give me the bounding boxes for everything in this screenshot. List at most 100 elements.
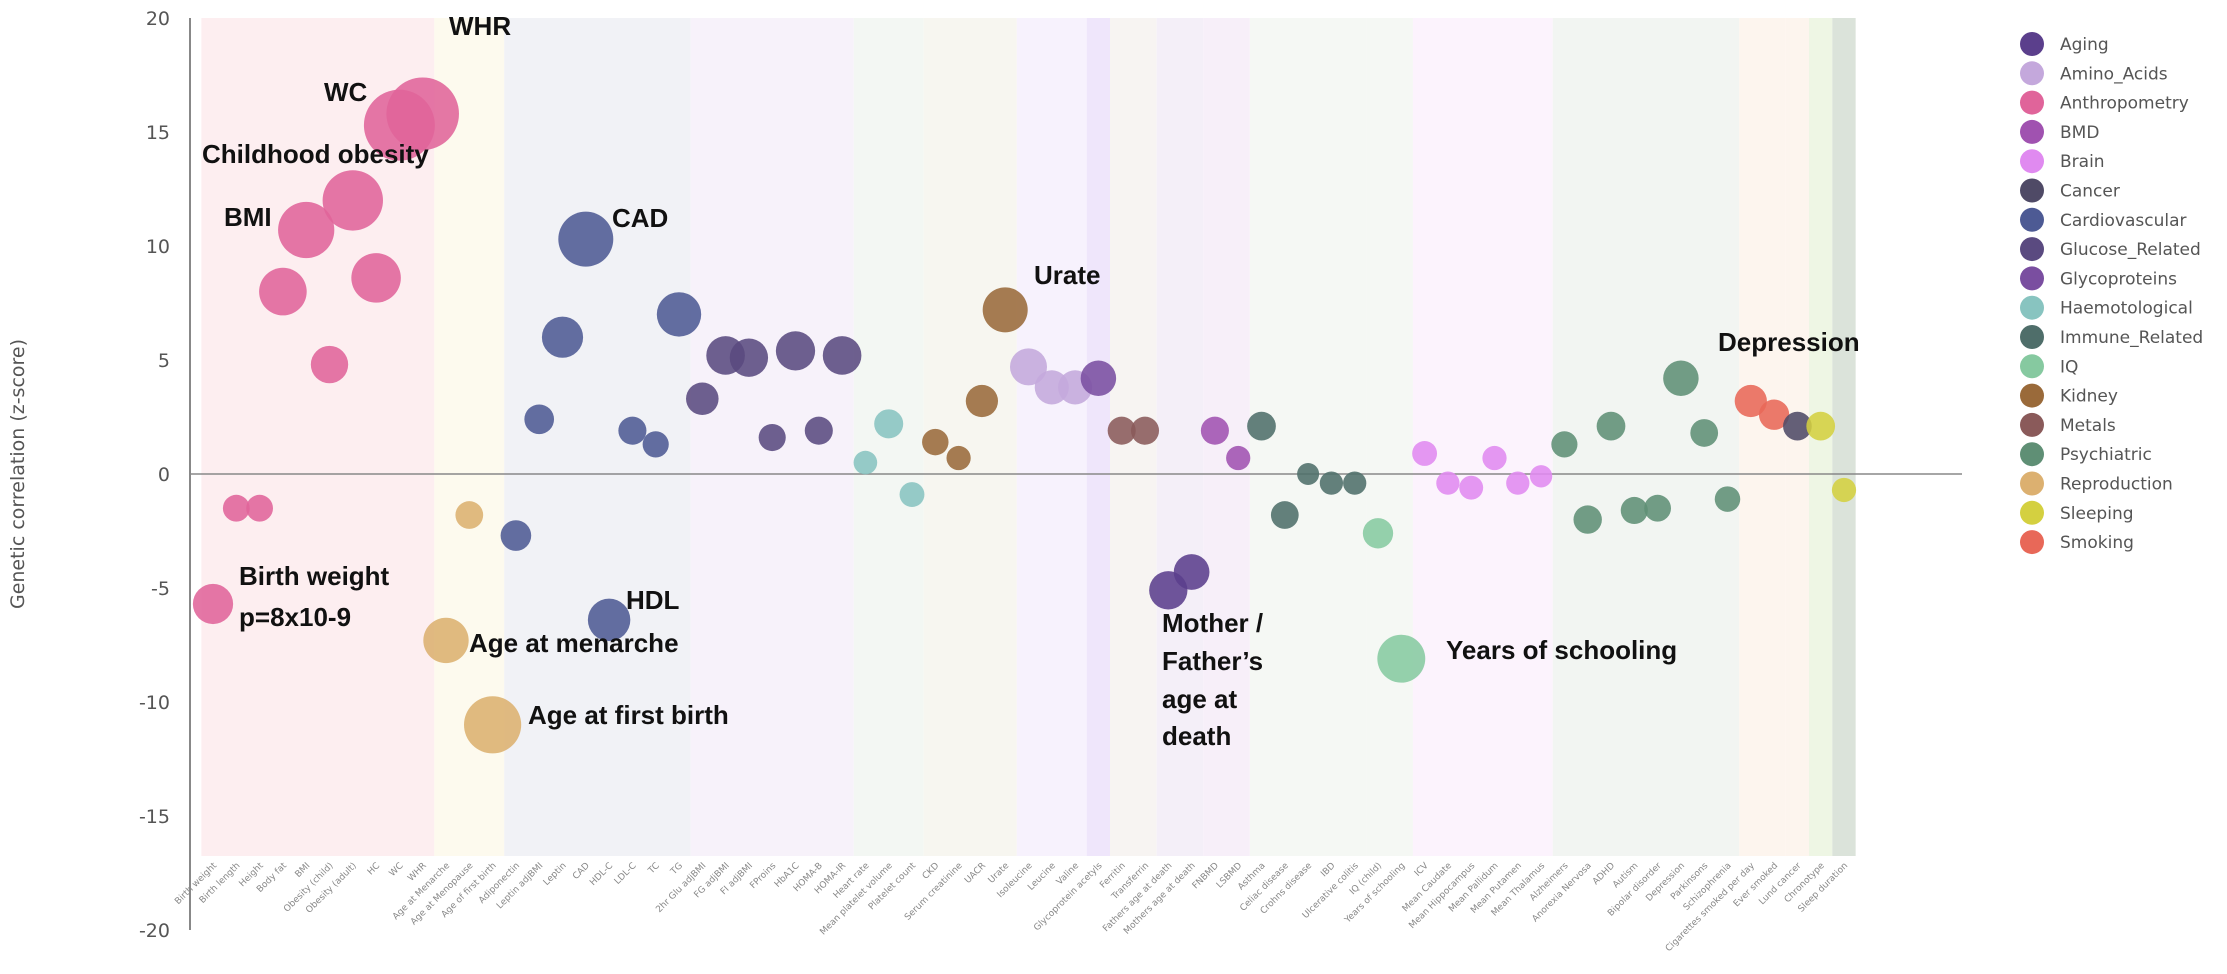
y-tick-label: -10 — [139, 692, 170, 714]
y-axis-title: Genetic correlation (z-score) — [7, 339, 29, 609]
x-tick-label: CKD — [921, 861, 942, 882]
y-tick-label: 5 — [158, 350, 170, 372]
bubble-mean-platelet-volume — [874, 409, 904, 439]
axes: Genetic correlation (z-score) — [7, 18, 1962, 930]
legend-label: Glycoproteins — [2060, 269, 2177, 289]
annotation: HDL — [626, 585, 680, 615]
bubble-fnbmd — [1200, 416, 1229, 445]
bubble-heart-rate — [853, 450, 878, 475]
bubble-autism — [1620, 496, 1648, 525]
bubbles — [192, 77, 1857, 754]
annotation: age at — [1162, 684, 1237, 714]
bubble-bmi — [278, 201, 335, 259]
bubble-cad — [558, 211, 614, 267]
band-glycoproteins — [1086, 18, 1111, 856]
x-tick-label: HDL-C — [588, 861, 615, 888]
bubble-schizophrenia — [1714, 486, 1741, 512]
bubble-fproins — [758, 423, 786, 452]
x-tick-label: UACR — [963, 861, 988, 886]
bubble-asthma — [1247, 411, 1276, 441]
bubble-mean-caudate — [1436, 471, 1460, 495]
bubble-anorexia-nervosa — [1573, 505, 1602, 534]
bubble-isoleucine — [1009, 348, 1048, 386]
bubble-age-at-menarche — [423, 617, 469, 664]
annotation: CAD — [612, 203, 668, 233]
bubble-leptin-adjbmi — [524, 404, 555, 435]
legend-marker-glucose_related — [2020, 237, 2044, 262]
bubble-birth-length — [222, 494, 250, 522]
bubble-mean-putamen — [1506, 471, 1530, 495]
bubble-hc — [351, 253, 401, 303]
legend-label: Reproduction — [2060, 475, 2173, 495]
annotation: death — [1162, 721, 1231, 751]
bubble-tg — [656, 292, 702, 337]
bubble-ckd — [922, 428, 949, 456]
bubble-urate — [982, 287, 1028, 333]
band-amino_acids — [1016, 18, 1087, 856]
x-tick-label: TG — [669, 861, 686, 878]
band-iq — [1366, 18, 1413, 856]
bubble-whr — [386, 77, 459, 151]
legend-label: Haemotological — [2060, 299, 2193, 319]
bubble-mean-pallidum — [1482, 445, 1507, 471]
bubble-icv — [1412, 441, 1438, 466]
bubble-body-fat — [259, 267, 307, 316]
y-tick-label: -5 — [151, 578, 170, 600]
bubble-crohns-disease — [1297, 463, 1320, 485]
annotation: Age at first birth — [528, 700, 729, 730]
bubble-platelet-count — [899, 482, 925, 507]
annotation: Age at menarche — [469, 628, 679, 658]
legend-marker-cancer — [2020, 178, 2044, 203]
annotation: Depression — [1718, 327, 1860, 357]
y-tick-labels: -20 -15 -10 -5 0 5 10 15 20 — [139, 8, 170, 942]
x-tick-label: CAD — [571, 861, 592, 882]
legend-marker-aging — [2020, 32, 2044, 56]
bubble-sleep-duration — [1831, 477, 1857, 503]
bubble-ldl-c — [618, 416, 647, 445]
legend-label: Immune_Related — [2060, 328, 2203, 348]
annotation: WC — [324, 77, 368, 107]
x-tick-label: TC — [646, 861, 662, 877]
bubble-obesity-child- — [310, 345, 349, 384]
annotation: Birth weight — [239, 561, 390, 591]
bubble-obesity-adult- — [322, 170, 383, 231]
legend-marker-brain — [2020, 149, 2044, 174]
bubble-celiac-disease — [1270, 501, 1299, 529]
bubble-birth-weight — [192, 583, 234, 625]
legend-label: Psychiatric — [2060, 445, 2152, 465]
x-tick-label: LDL-C — [613, 861, 639, 887]
legend-label: Cancer — [2060, 182, 2120, 202]
annotations: WHR WC Childhood obesity BMI CAD Urate Depress… — [202, 11, 1860, 751]
bubble-lund-cancer — [1783, 411, 1812, 441]
legend-label: Kidney — [2060, 387, 2118, 407]
x-tick-label: HC — [366, 861, 382, 877]
bubble-mothers-age-at-death — [1173, 554, 1210, 590]
legend: Aging Amino_Acids Anthropometry BMD Brain Can… — [2020, 32, 2203, 555]
bubble-serum-creatinine — [946, 445, 971, 471]
bubble-uacr — [965, 384, 999, 418]
y-tick-label: -20 — [139, 920, 170, 942]
legend-label: Smoking — [2060, 533, 2134, 553]
bubble-leptin — [541, 316, 584, 358]
legend-marker-glycoproteins — [2020, 266, 2044, 291]
legend-marker-immune_related — [2020, 325, 2044, 349]
bubble-years-of-schooling — [1377, 634, 1426, 683]
legend-marker-iq — [2020, 354, 2044, 379]
x-tick-label: BMI — [294, 861, 313, 880]
legend-marker-haemotological — [2020, 295, 2044, 320]
legend-marker-kidney — [2020, 383, 2044, 408]
bubble-transferrin — [1130, 416, 1160, 445]
bubble-iq-child- — [1362, 518, 1394, 549]
legend-marker-metals — [2020, 412, 2044, 437]
bubble-ibd — [1319, 471, 1344, 495]
bubble-age-of-first-birth — [464, 696, 522, 754]
bubble-ever-smoked — [1758, 399, 1790, 430]
x-tick-label: WC — [388, 861, 406, 879]
y-tick-label: 10 — [146, 236, 170, 258]
legend-label: Amino_Acids — [2060, 64, 2168, 84]
y-tick-label: 15 — [146, 122, 170, 144]
legend-marker-anthropometry — [2020, 90, 2044, 115]
bubble-alzheimers — [1551, 431, 1578, 458]
